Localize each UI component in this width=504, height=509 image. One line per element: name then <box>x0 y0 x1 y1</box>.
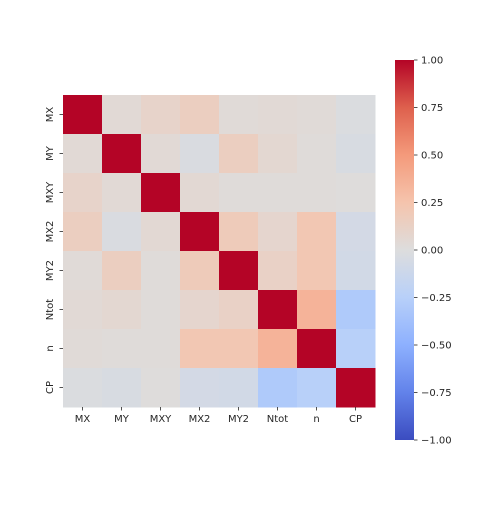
heatmap-cell-n-n <box>297 329 337 369</box>
colorbar-tick-label: −1.00 <box>421 436 452 447</box>
heatmap-cell-mx-my2 <box>219 95 259 135</box>
colorbar-tick-label: 1.00 <box>421 56 443 67</box>
heatmap-cell-my-my2 <box>219 134 259 174</box>
heatmap-cell-mxy-mxy <box>141 173 181 213</box>
heatmap-cell-mxy-cp <box>336 173 376 213</box>
heatmap-cell-mx-mx <box>63 95 103 135</box>
heatmap-cell-mxy-ntot <box>258 173 298 213</box>
x-tick-label-n: n <box>313 414 319 425</box>
colorbar-tick-label: −0.50 <box>421 341 452 352</box>
heatmap-cell-cp-n <box>297 368 337 408</box>
x-tick-label-my2: MY2 <box>228 414 249 425</box>
heatmap-cell-my-mxy <box>141 134 181 174</box>
x-tick-label-cp: CP <box>349 414 362 425</box>
heatmap-cell-mx2-mxy <box>141 212 181 252</box>
heatmap-cell-mxy-mx2 <box>180 173 220 213</box>
x-tick-label-mx: MX <box>75 414 91 425</box>
heatmap-cell-ntot-cp <box>336 290 376 330</box>
heatmap-cell-mxy-my <box>102 173 142 213</box>
heatmap-cell-n-mxy <box>141 329 181 369</box>
colorbar-tick-label: 0.00 <box>421 246 443 257</box>
x-axis-tick-labels: MX MY MXY MX2 MY2 Ntot n CP <box>75 407 362 425</box>
heatmap-cell-my2-mx <box>63 251 103 291</box>
heatmap-cell-ntot-ntot <box>258 290 298 330</box>
colorbar-tick-label: 0.50 <box>421 151 443 162</box>
heatmap-cell-my-mx2 <box>180 134 220 174</box>
heatmap-cell-n-mx <box>63 329 103 369</box>
x-tick-label-mxy: MXY <box>150 414 172 425</box>
heatmap-cell-cp-cp <box>336 368 376 408</box>
heatmap-cell-mx-ntot <box>258 95 298 135</box>
heatmap-cell-my2-my2 <box>219 251 259 291</box>
heatmap-cell-mx2-mx <box>63 212 103 252</box>
heatmap-cell-mx2-mx2 <box>180 212 220 252</box>
heatmap-cell-mx2-my2 <box>219 212 259 252</box>
colorbar-gradient <box>395 60 414 440</box>
heatmap-cell-my2-mxy <box>141 251 181 291</box>
heatmap-cell-cp-mx2 <box>180 368 220 408</box>
colorbar: 1.00 0.75 0.50 0.25 0.00 −0.25 −0.50 −0.75 −1.00 <box>395 56 452 447</box>
heatmap-cells <box>63 95 376 408</box>
heatmap-cell-mx2-ntot <box>258 212 298 252</box>
heatmap-cell-mx2-cp <box>336 212 376 252</box>
heatmap-cell-cp-mxy <box>141 368 181 408</box>
heatmap-cell-my2-n <box>297 251 337 291</box>
heatmap-cell-n-my <box>102 329 142 369</box>
heatmap-cell-mx2-n <box>297 212 337 252</box>
heatmap-cell-ntot-mx2 <box>180 290 220 330</box>
heatmap-cell-my2-mx2 <box>180 251 220 291</box>
heatmap-cell-ntot-my <box>102 290 142 330</box>
y-tick-label-mx: MX <box>45 107 56 123</box>
colorbar-tick-label: 0.75 <box>421 103 443 114</box>
heatmap-cell-ntot-n <box>297 290 337 330</box>
heatmap-cell-n-cp <box>336 329 376 369</box>
heatmap-cell-my-mx <box>63 134 103 174</box>
heatmap-cell-mx-mxy <box>141 95 181 135</box>
heatmap-cell-mxy-n <box>297 173 337 213</box>
heatmap-cell-mx-mx2 <box>180 95 220 135</box>
heatmap-cell-my-n <box>297 134 337 174</box>
y-tick-label-my2: MY2 <box>45 260 56 281</box>
colorbar-tick-label: −0.25 <box>421 293 452 304</box>
heatmap-cell-ntot-my2 <box>219 290 259 330</box>
y-tick-label-n: n <box>45 345 56 351</box>
heatmap-cell-n-my2 <box>219 329 259 369</box>
heatmap-cell-cp-mx <box>63 368 103 408</box>
x-tick-label-my: MY <box>114 414 130 425</box>
heatmap-cell-mx2-my <box>102 212 142 252</box>
heatmap-cell-n-ntot <box>258 329 298 369</box>
y-tick-label-mx2: MX2 <box>45 221 56 243</box>
y-tick-label-my: MY <box>45 145 56 161</box>
y-tick-label-cp: CP <box>45 381 56 394</box>
heatmap-cell-my-cp <box>336 134 376 174</box>
heatmap-cell-ntot-mxy <box>141 290 181 330</box>
heatmap-cell-my2-my <box>102 251 142 291</box>
heatmap-cell-cp-my <box>102 368 142 408</box>
y-tick-label-ntot: Ntot <box>45 299 56 321</box>
colorbar-tick-label: 0.25 <box>421 198 443 209</box>
heatmap-cell-my-my <box>102 134 142 174</box>
colorbar-tick-label: −0.75 <box>421 388 452 399</box>
heatmap-cell-mx-my <box>102 95 142 135</box>
heatmap-cell-mx-n <box>297 95 337 135</box>
heatmap-cell-my-ntot <box>258 134 298 174</box>
heatmap-cell-my2-ntot <box>258 251 298 291</box>
heatmap-cell-my2-cp <box>336 251 376 291</box>
heatmap-cell-mx-cp <box>336 95 376 135</box>
x-tick-label-ntot: Ntot <box>267 414 289 425</box>
y-axis-tick-labels: MX MY MXY MX2 MY2 Ntot n CP <box>45 107 63 394</box>
heatmap-cell-cp-ntot <box>258 368 298 408</box>
heatmap-cell-cp-my2 <box>219 368 259 408</box>
heatmap-cell-mxy-mx <box>63 173 103 213</box>
y-tick-label-mxy: MXY <box>45 181 56 203</box>
heatmap-cell-n-mx2 <box>180 329 220 369</box>
heatmap-cell-ntot-mx <box>63 290 103 330</box>
heatmap-cell-mxy-my2 <box>219 173 259 213</box>
x-tick-label-mx2: MX2 <box>189 414 211 425</box>
